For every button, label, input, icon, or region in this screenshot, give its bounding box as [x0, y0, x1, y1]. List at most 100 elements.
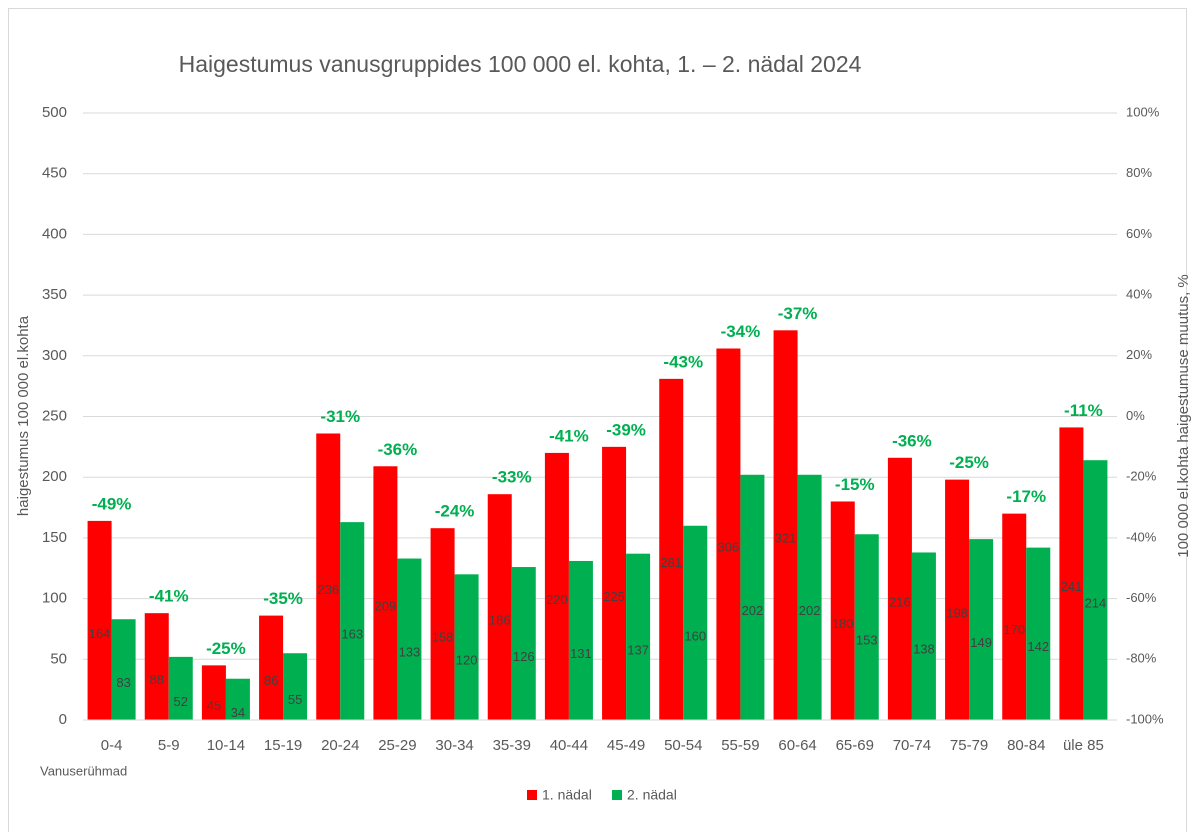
change-label: -41%	[549, 426, 589, 445]
y2-tick-label: -100%	[1126, 711, 1164, 726]
bar	[797, 474, 822, 720]
change-label: -15%	[835, 475, 875, 494]
x-tick-label: 60-64	[778, 737, 816, 754]
data-label: 83	[116, 675, 130, 690]
data-label: 131	[570, 646, 592, 661]
bar	[225, 678, 250, 720]
bar	[340, 522, 365, 720]
change-label: -31%	[320, 407, 360, 426]
bar	[487, 494, 512, 720]
change-label: -25%	[949, 453, 989, 472]
y2-tick-label: 100%	[1126, 104, 1160, 119]
bar	[430, 528, 455, 720]
data-label: 198	[946, 605, 968, 620]
x-tick-label: üle 85	[1063, 737, 1104, 754]
data-label: 170	[1003, 622, 1025, 637]
bar	[111, 619, 136, 720]
legend-swatch	[612, 790, 622, 800]
data-label: 138	[913, 642, 935, 657]
x-tick-label: 70-74	[893, 737, 931, 754]
bar	[568, 560, 593, 720]
x-tick-label: 10-14	[207, 737, 245, 754]
change-label: -35%	[263, 589, 303, 608]
y-tick-label: 50	[50, 650, 67, 667]
bar	[454, 574, 479, 720]
bar	[1026, 547, 1051, 720]
change-label: -37%	[778, 304, 818, 323]
data-label: 321	[775, 531, 797, 546]
data-label: 216	[889, 594, 911, 609]
legend-swatch	[527, 790, 537, 800]
x-tick-label: 65-69	[836, 737, 874, 754]
change-label: -33%	[492, 468, 532, 487]
data-label: 126	[513, 649, 535, 664]
y-tick-label: 0	[59, 711, 67, 728]
x-tick-label: 40-44	[550, 737, 588, 754]
change-label: -43%	[663, 352, 703, 371]
y2-tick-label: 20%	[1126, 347, 1152, 362]
y2-tick-label: 40%	[1126, 287, 1152, 302]
bar	[544, 452, 569, 720]
data-label: 153	[856, 633, 878, 648]
change-label: -24%	[435, 502, 475, 521]
y2-tick-label: 60%	[1126, 226, 1152, 241]
bar	[373, 466, 398, 720]
data-label: 55	[288, 692, 302, 707]
bar	[830, 501, 855, 720]
change-label: -34%	[721, 322, 761, 341]
y-tick-label: 500	[42, 104, 67, 121]
data-label: 186	[489, 613, 511, 628]
data-label: 160	[684, 628, 706, 643]
change-label: -17%	[1006, 487, 1046, 506]
x-axis-label: Vanuserühmad	[40, 763, 127, 778]
change-label: -49%	[92, 494, 132, 513]
bar	[773, 330, 798, 720]
bar	[511, 567, 536, 720]
x-tick-label: 75-79	[950, 737, 988, 754]
y-tick-label: 350	[42, 286, 67, 303]
bar	[283, 653, 308, 720]
y-tick-label: 450	[42, 165, 67, 182]
bar	[969, 539, 994, 720]
data-label: 306	[718, 540, 740, 555]
y-tick-label: 150	[42, 529, 67, 546]
data-label: 133	[399, 645, 421, 660]
x-tick-label: 45-49	[607, 737, 645, 754]
y-tick-label: 200	[42, 468, 67, 485]
y2-tick-label: -40%	[1126, 529, 1157, 544]
x-tick-label: 80-84	[1007, 737, 1045, 754]
bar	[945, 479, 970, 720]
y2-tick-label: 0%	[1126, 408, 1145, 423]
bar	[397, 558, 422, 720]
data-label: 241	[1061, 579, 1083, 594]
y-tick-label: 400	[42, 225, 67, 242]
change-label: -11%	[1064, 401, 1103, 420]
bar	[87, 520, 112, 720]
x-tick-label: 30-34	[435, 737, 473, 754]
x-tick-label: 15-19	[264, 737, 302, 754]
bar	[1059, 427, 1084, 720]
data-label: 45	[207, 698, 221, 713]
bar	[602, 446, 627, 720]
bar	[854, 534, 879, 720]
y-tick-label: 300	[42, 347, 67, 364]
x-tick-label: 50-54	[664, 737, 702, 754]
x-tick-label: 55-59	[721, 737, 759, 754]
bar	[316, 433, 341, 720]
data-label: 220	[546, 592, 568, 607]
data-label: 149	[970, 635, 992, 650]
y2-tick-label: -80%	[1126, 651, 1157, 666]
y2-axis-label: 100 000 el.kohta haigestumuse muutus, %	[1175, 274, 1192, 558]
bar	[144, 613, 169, 720]
y2-tick-label: -60%	[1126, 590, 1157, 605]
data-label: 86	[264, 673, 278, 688]
change-label: -36%	[892, 431, 932, 450]
y-axis-label: haigestumus 100 000 el.kohta	[15, 315, 32, 516]
bar	[1002, 513, 1027, 720]
bar	[716, 348, 741, 720]
bar	[626, 553, 651, 720]
y2-tick-label: 80%	[1126, 165, 1152, 180]
y2-tick-label: -20%	[1126, 469, 1157, 484]
